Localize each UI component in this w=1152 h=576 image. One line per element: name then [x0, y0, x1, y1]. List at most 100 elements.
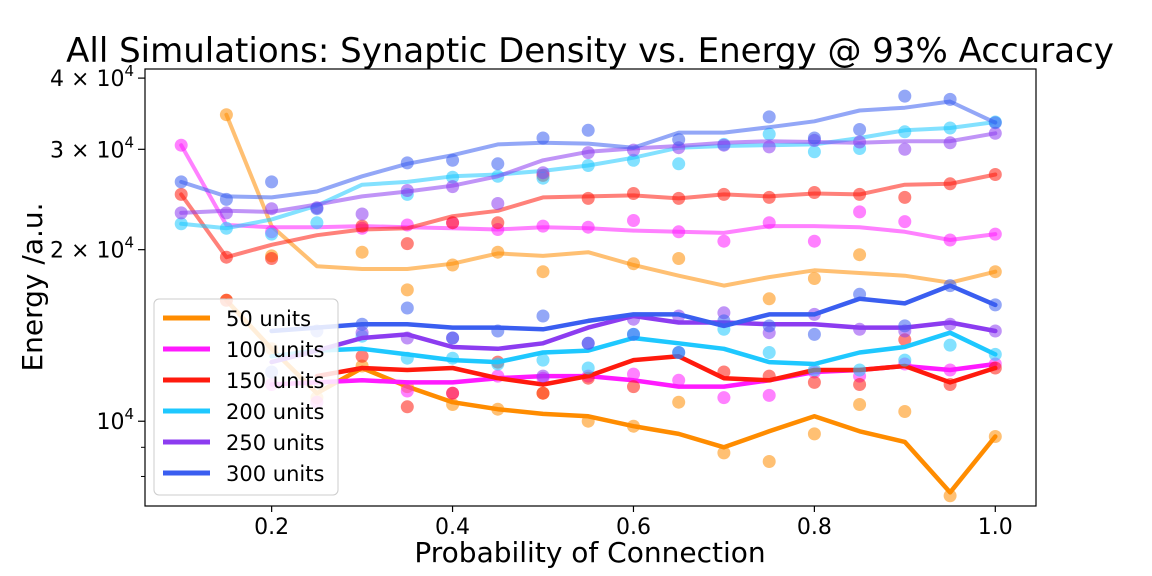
- data-point-50-units-high: [536, 265, 550, 279]
- data-point-150-units-low: [717, 365, 731, 379]
- x-axis-ticks: 0.2 0.4 0.6 0.8 1.0: [254, 506, 1013, 540]
- legend-label: 50 units: [226, 307, 311, 331]
- data-point-100-units-high: [943, 233, 957, 247]
- data-point-50-units-low: [672, 395, 686, 409]
- data-point-300-units-high: [219, 192, 233, 206]
- data-point-50-units-low: [762, 455, 776, 468]
- data-point-300-units-low: [355, 317, 369, 331]
- data-point-200-units-low: [807, 363, 821, 377]
- data-point-50-units-low: [627, 419, 640, 433]
- data-point-300-units-high: [898, 89, 912, 103]
- data-point-300-units-high: [762, 110, 776, 124]
- data-point-250-units-high: [400, 184, 414, 197]
- data-point-250-units-high: [943, 136, 957, 150]
- data-point-300-units-low: [400, 301, 414, 315]
- data-point-100-units-high: [581, 220, 595, 234]
- series-line-150-units-high: [179, 172, 998, 260]
- data-point-300-units-high: [672, 133, 686, 147]
- data-point-150-units-high: [672, 191, 686, 205]
- data-point-100-units-high: [672, 225, 686, 239]
- data-point-150-units-low: [762, 369, 776, 383]
- data-point-50-units-low: [807, 427, 821, 441]
- data-point-100-units-high: [807, 234, 821, 248]
- data-point-300-units-low: [581, 336, 595, 350]
- data-point-150-units-high: [988, 168, 1002, 181]
- y-axis-ticks: 104 2 × 104 3 × 104 4 × 104: [50, 62, 145, 477]
- data-point-150-units-high: [355, 219, 369, 233]
- x-tick-label: 0.8: [797, 515, 832, 540]
- data-point-300-units-high: [807, 131, 821, 145]
- data-point-300-units-high: [265, 175, 279, 189]
- legend-label: 200 units: [226, 400, 324, 424]
- data-point-50-units-high: [988, 265, 1002, 279]
- legend-item-200-units: 200 units: [163, 400, 324, 424]
- data-point-300-units-high: [446, 153, 460, 167]
- data-point-250-units-high: [581, 146, 595, 160]
- data-point-200-units-low: [762, 346, 776, 359]
- data-point-100-units-high: [988, 227, 1002, 241]
- data-point-250-units-high: [265, 202, 279, 216]
- data-point-150-units-high: [853, 187, 867, 201]
- data-point-200-units-low: [943, 338, 957, 352]
- y-tick-label: 2 × 104: [50, 234, 134, 264]
- data-point-150-units-low: [536, 386, 550, 400]
- data-point-50-units-low: [717, 446, 731, 460]
- data-point-150-units-low: [988, 361, 1002, 375]
- data-point-50-units-low: [988, 430, 1002, 443]
- legend-label: 100 units: [226, 338, 324, 362]
- data-point-250-units-low: [536, 369, 550, 383]
- data-point-50-units-low: [898, 405, 912, 418]
- legend-item-100-units: 100 units: [163, 338, 324, 362]
- data-point-250-units-high: [853, 135, 867, 149]
- plot-area-frame: [144, 68, 1037, 507]
- data-point-250-units-low: [988, 324, 1002, 338]
- data-point-150-units-low: [446, 386, 460, 400]
- legend-label: 250 units: [226, 431, 324, 455]
- data-point-150-units-high: [898, 190, 912, 204]
- chart-title: All Simulations: Synaptic Density vs. En…: [66, 31, 1114, 71]
- y-tick-label: 104: [96, 405, 134, 435]
- series-150-units: [174, 168, 1002, 414]
- data-point-300-units-low: [762, 319, 776, 333]
- data-point-300-units-low: [536, 309, 550, 323]
- data-point-150-units-high: [581, 191, 595, 205]
- data-point-250-units-high: [491, 197, 505, 210]
- data-point-150-units-high: [400, 237, 414, 251]
- legend-label: 150 units: [226, 369, 324, 393]
- data-point-150-units-low: [853, 378, 867, 391]
- data-point-250-units-high: [219, 206, 233, 220]
- data-point-200-units-low: [400, 351, 414, 365]
- series-line-300-units-high: [179, 99, 998, 200]
- y-tick-label: 3 × 104: [50, 133, 134, 163]
- data-point-200-units-low: [536, 353, 550, 367]
- legend-item-50-units: 50 units: [163, 307, 311, 331]
- series-layer: [174, 89, 1002, 503]
- data-point-150-units-low: [627, 380, 640, 394]
- data-point-300-units-high: [853, 123, 867, 136]
- series-300-units: [174, 89, 1002, 379]
- data-point-50-units-high: [355, 245, 369, 259]
- data-point-50-units-low: [581, 414, 595, 428]
- data-point-100-units-high: [853, 205, 867, 219]
- data-point-300-units-low: [717, 314, 731, 328]
- data-point-100-units-low: [672, 373, 686, 387]
- data-point-300-units-low: [627, 327, 640, 341]
- data-point-150-units-high: [762, 190, 776, 204]
- data-point-150-units-high: [943, 177, 957, 191]
- data-point-100-units-high: [762, 216, 776, 230]
- data-point-150-units-high: [717, 187, 731, 201]
- data-point-300-units-high: [943, 92, 957, 106]
- data-point-100-units-low: [400, 384, 414, 398]
- data-point-100-units-low: [943, 363, 957, 377]
- legend-item-250-units: 250 units: [163, 431, 324, 455]
- data-point-100-units-high: [174, 138, 188, 152]
- x-tick-label: 1.0: [978, 515, 1013, 540]
- data-point-100-units-high: [627, 214, 640, 227]
- data-point-50-units-high: [627, 257, 640, 271]
- data-point-50-units-low: [853, 398, 867, 411]
- data-point-300-units-low: [898, 319, 912, 333]
- data-point-150-units-high: [265, 252, 279, 265]
- data-point-100-units-low: [627, 367, 640, 381]
- data-point-150-units-low: [355, 349, 369, 363]
